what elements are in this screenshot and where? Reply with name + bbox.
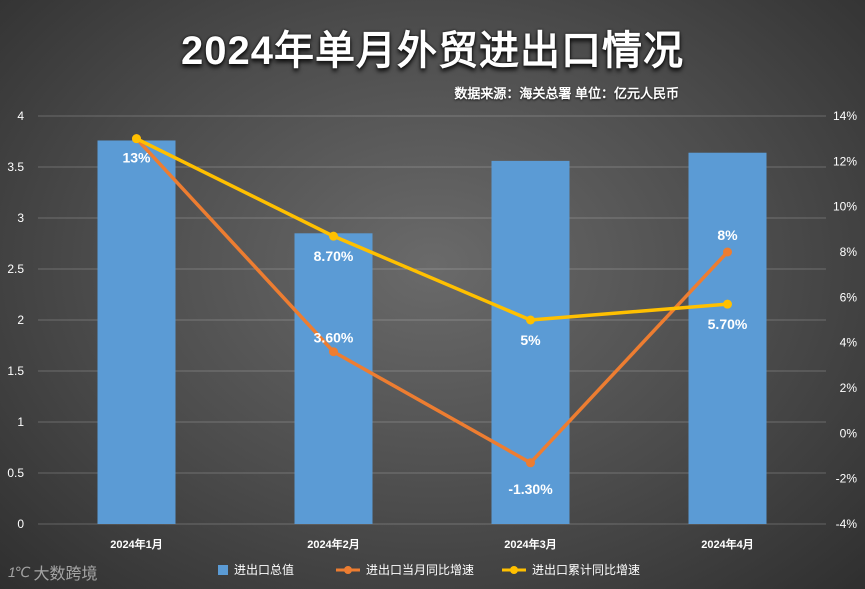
legend-swatch-bar [218, 565, 228, 575]
series-line [135, 137, 728, 322]
left-axis-tick-label: 1 [17, 415, 24, 429]
right-axis-tick-label: 12% [833, 154, 857, 168]
right-axis-tick-label: 10% [833, 200, 857, 214]
legend-swatch-point [510, 566, 518, 574]
series-point [526, 315, 535, 325]
right-axis-tick-label: 14% [833, 109, 857, 123]
bar [97, 140, 176, 525]
right-axis-tick-label: 2% [840, 381, 858, 395]
series-point [526, 458, 535, 468]
series-line [135, 137, 729, 465]
series-point [723, 299, 732, 309]
series-point [329, 231, 338, 241]
left-axis-tick-label: 0.5 [7, 466, 24, 480]
watermark-mark: 1℃ [8, 563, 30, 580]
x-axis-tick-label: 2024年1月 [110, 537, 163, 551]
data-label: 5% [520, 332, 541, 348]
data-label: 13% [122, 150, 151, 166]
series-point [723, 247, 732, 257]
data-label: 5.70% [708, 316, 748, 332]
data-label: 3.60% [314, 330, 354, 346]
data-label: 8.70% [314, 248, 354, 264]
bar [294, 233, 373, 525]
right-axis-tick-label: -2% [836, 472, 858, 486]
legend-swatch-point [344, 566, 352, 574]
left-axis-tick-label: 4 [17, 109, 24, 123]
chart-title: 2024年单月外贸进出口情况 [181, 29, 684, 73]
legend-label: 进出口累计同比增速 [532, 563, 640, 577]
x-axis-tick-label: 2024年3月 [504, 537, 557, 551]
watermark-logo: 1℃ 大数跨境 [8, 560, 98, 584]
right-axis-tick-label: 4% [840, 336, 858, 350]
right-axis-tick-label: -4% [836, 517, 858, 531]
right-axis-tick-label: 0% [840, 426, 858, 440]
left-axis-tick-label: 2 [17, 313, 24, 327]
data-label: -1.30% [508, 481, 553, 497]
x-axis-tick-label: 2024年4月 [701, 537, 754, 551]
source-note: 数据来源：海关总署 单位：亿元人民币 [454, 86, 679, 101]
legend-label: 进出口总值 [234, 562, 294, 577]
data-label: 8% [717, 227, 738, 243]
left-axis-tick-label: 3 [17, 211, 24, 225]
left-axis-tick-label: 0 [17, 517, 24, 531]
x-axis-tick-label: 2024年2月 [307, 537, 360, 551]
right-axis-tick-label: 8% [840, 245, 858, 259]
series-point [132, 134, 141, 144]
bar [688, 152, 767, 524]
series-point [329, 347, 338, 357]
right-axis-tick-label: 6% [840, 290, 858, 304]
legend-label: 进出口当月同比增速 [366, 563, 474, 577]
left-axis-tick-label: 1.5 [7, 364, 24, 378]
left-axis-tick-label: 3.5 [7, 160, 24, 174]
watermark-text: 大数跨境 [33, 566, 98, 583]
left-axis-tick-label: 2.5 [7, 262, 24, 276]
